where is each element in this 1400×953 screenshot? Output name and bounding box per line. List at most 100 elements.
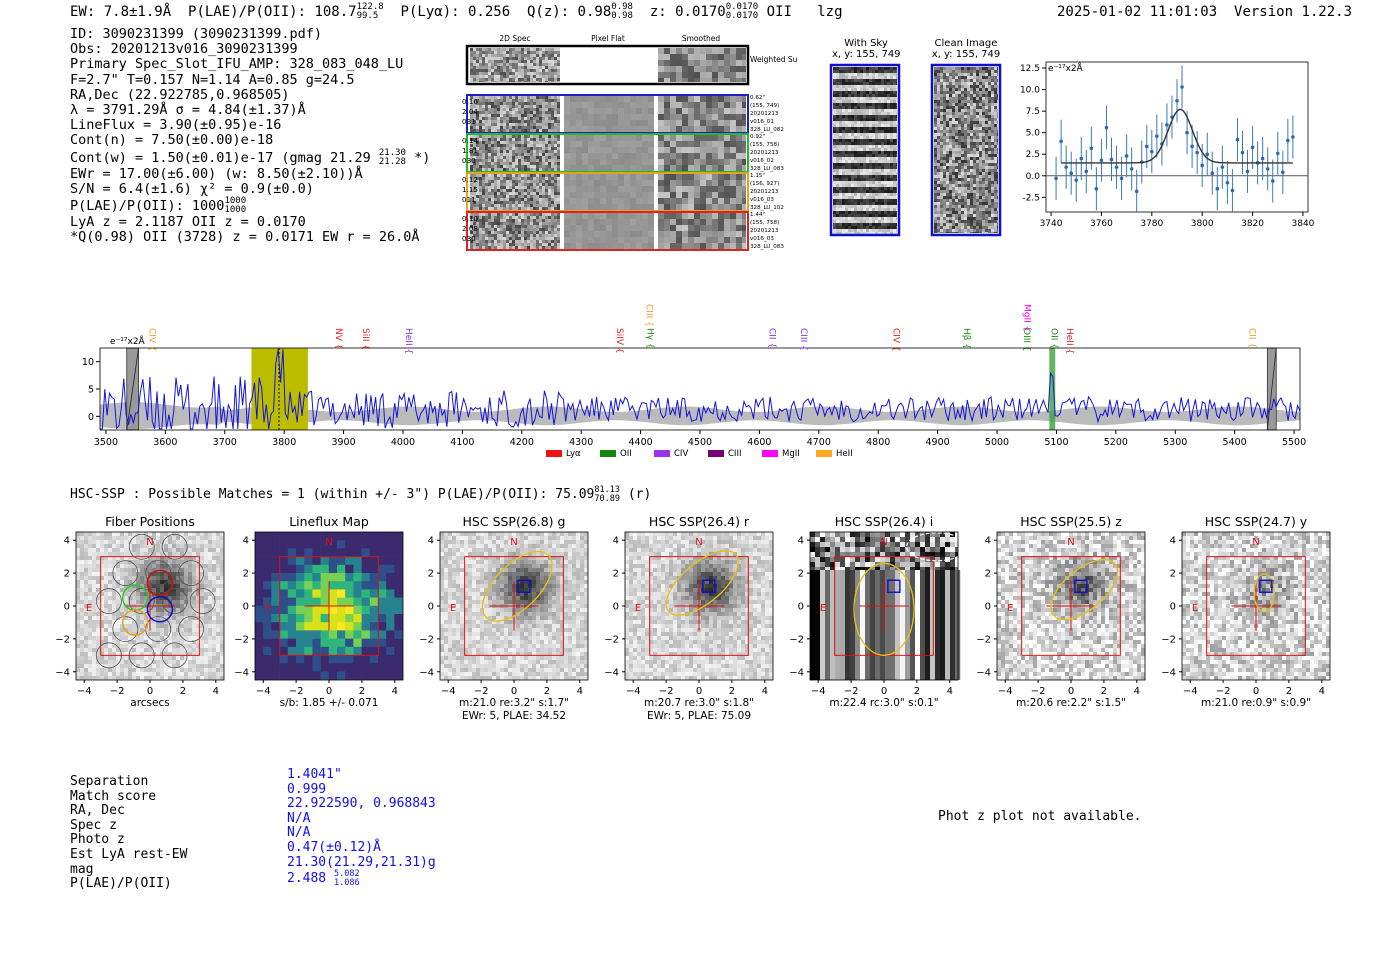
hsc-pixel (456, 592, 460, 596)
hsc-pixel (148, 568, 152, 572)
hsc-pixel (156, 660, 160, 664)
hsc-pixel (769, 604, 773, 608)
hsc-pixel (661, 588, 665, 592)
hsc-pixel (184, 624, 188, 628)
hsc-pixel (532, 644, 536, 648)
hsc-pixel (769, 580, 773, 584)
hsc-pixel (572, 672, 576, 676)
hsc-pixel (144, 532, 148, 536)
hsc-pixel (440, 544, 444, 548)
hsc-pixel (741, 544, 745, 548)
hsc-pixel (576, 548, 580, 552)
hsc-pixel (745, 604, 749, 608)
hsc-pixel (520, 664, 524, 668)
hsc-pixel (76, 532, 80, 536)
hsc-pixel (176, 608, 180, 612)
hsc-pixel (733, 636, 737, 640)
hsc-pixel (661, 604, 665, 608)
hsc-pixel (701, 656, 705, 660)
hsc-pixel (516, 664, 520, 668)
hsc-pixel (220, 580, 224, 584)
hsc-pixel (208, 648, 212, 652)
hsc-pixel (721, 628, 725, 632)
hsc-pixel (492, 656, 496, 660)
hsc-pixel (733, 560, 737, 564)
zoom-data-point (1064, 165, 1068, 169)
hsc-pixel (625, 548, 629, 552)
lineflux-map-cell (328, 638, 338, 648)
hsc-pixel (456, 676, 460, 680)
hsc-pixel (721, 648, 725, 652)
hsc-pixel (128, 592, 132, 596)
hsc-pixel (548, 632, 552, 636)
hsc-pixel (532, 568, 536, 572)
hsc-pixel (669, 572, 673, 576)
hsc-y-tick-label: −4 (55, 667, 70, 678)
hsc-pixel (144, 616, 148, 620)
hsc-pixel (637, 532, 641, 536)
hsc-pixel (649, 676, 653, 680)
hsc-pixel (625, 608, 629, 612)
hsc-pixel (564, 564, 568, 568)
hsc-pixel (460, 676, 464, 680)
hsc-pixel (528, 652, 532, 656)
zoom-data-point (1180, 85, 1184, 89)
hsc-pixel (124, 644, 128, 648)
hsc-pixel (745, 648, 749, 652)
hsc-pixel (216, 576, 220, 580)
hsc-pixel (84, 540, 88, 544)
hsc-pixel (164, 624, 168, 628)
hsc-pixel (172, 544, 176, 548)
hsc-pixel (721, 668, 725, 672)
hsc-pixel (492, 648, 496, 652)
hsc-pixel (180, 656, 184, 660)
hsc-pixel (725, 544, 729, 548)
hsc-pixel (144, 668, 148, 672)
hsc-pixel (452, 604, 456, 608)
lineflux-map-cell (296, 622, 305, 631)
hsc-pixel (488, 592, 492, 596)
hsc-pixel (532, 548, 536, 552)
hsc-pixel (580, 656, 584, 660)
hsc-pixel (104, 540, 108, 544)
lineflux-map-cell (296, 605, 305, 615)
hsc-pixel (564, 532, 568, 536)
hsc-pixel (673, 612, 677, 616)
hsc-pixel (749, 544, 753, 548)
hsc-pixel (737, 636, 741, 640)
hsc-pixel (745, 616, 749, 620)
spectrum-x-tick-label: 4800 (866, 437, 890, 448)
hsc-pixel (476, 548, 480, 552)
hsc-pixel (80, 620, 84, 624)
hsc-pixel (440, 636, 444, 640)
hsc-i-stripe (920, 570, 926, 680)
hsc-pixel (180, 624, 184, 628)
hsc-pixel (733, 568, 737, 572)
hsc-pixel (148, 668, 152, 672)
hsc-pixel (164, 656, 168, 660)
hsc-pixel (84, 544, 88, 548)
lineflux-map-cell (369, 671, 379, 680)
hsc-pixel (765, 672, 769, 676)
hsc-pixel (753, 588, 757, 592)
hsc-pixel (580, 668, 584, 672)
hsc-pixel (204, 616, 208, 620)
hsc-pixel (576, 572, 580, 576)
hsc-pixel (749, 616, 753, 620)
lineflux-map-cell (345, 540, 354, 549)
hsc-pixel (625, 640, 629, 644)
hsc-pixel (468, 664, 472, 668)
hsc-pixel (132, 596, 136, 600)
lineflux-map-cell (263, 638, 272, 648)
hsc-x-tick-label: 0 (881, 686, 887, 697)
hsc-pixel (128, 616, 132, 620)
hsc-pixel (88, 544, 92, 548)
hsc-pixel (749, 652, 753, 656)
hsc-pixel (500, 660, 504, 664)
hsc-pixel (653, 564, 657, 568)
hsc-pixel (440, 672, 444, 676)
hsc-pixel (637, 672, 641, 676)
hsc-pixel (472, 592, 476, 596)
hsc-pixel (188, 580, 192, 584)
